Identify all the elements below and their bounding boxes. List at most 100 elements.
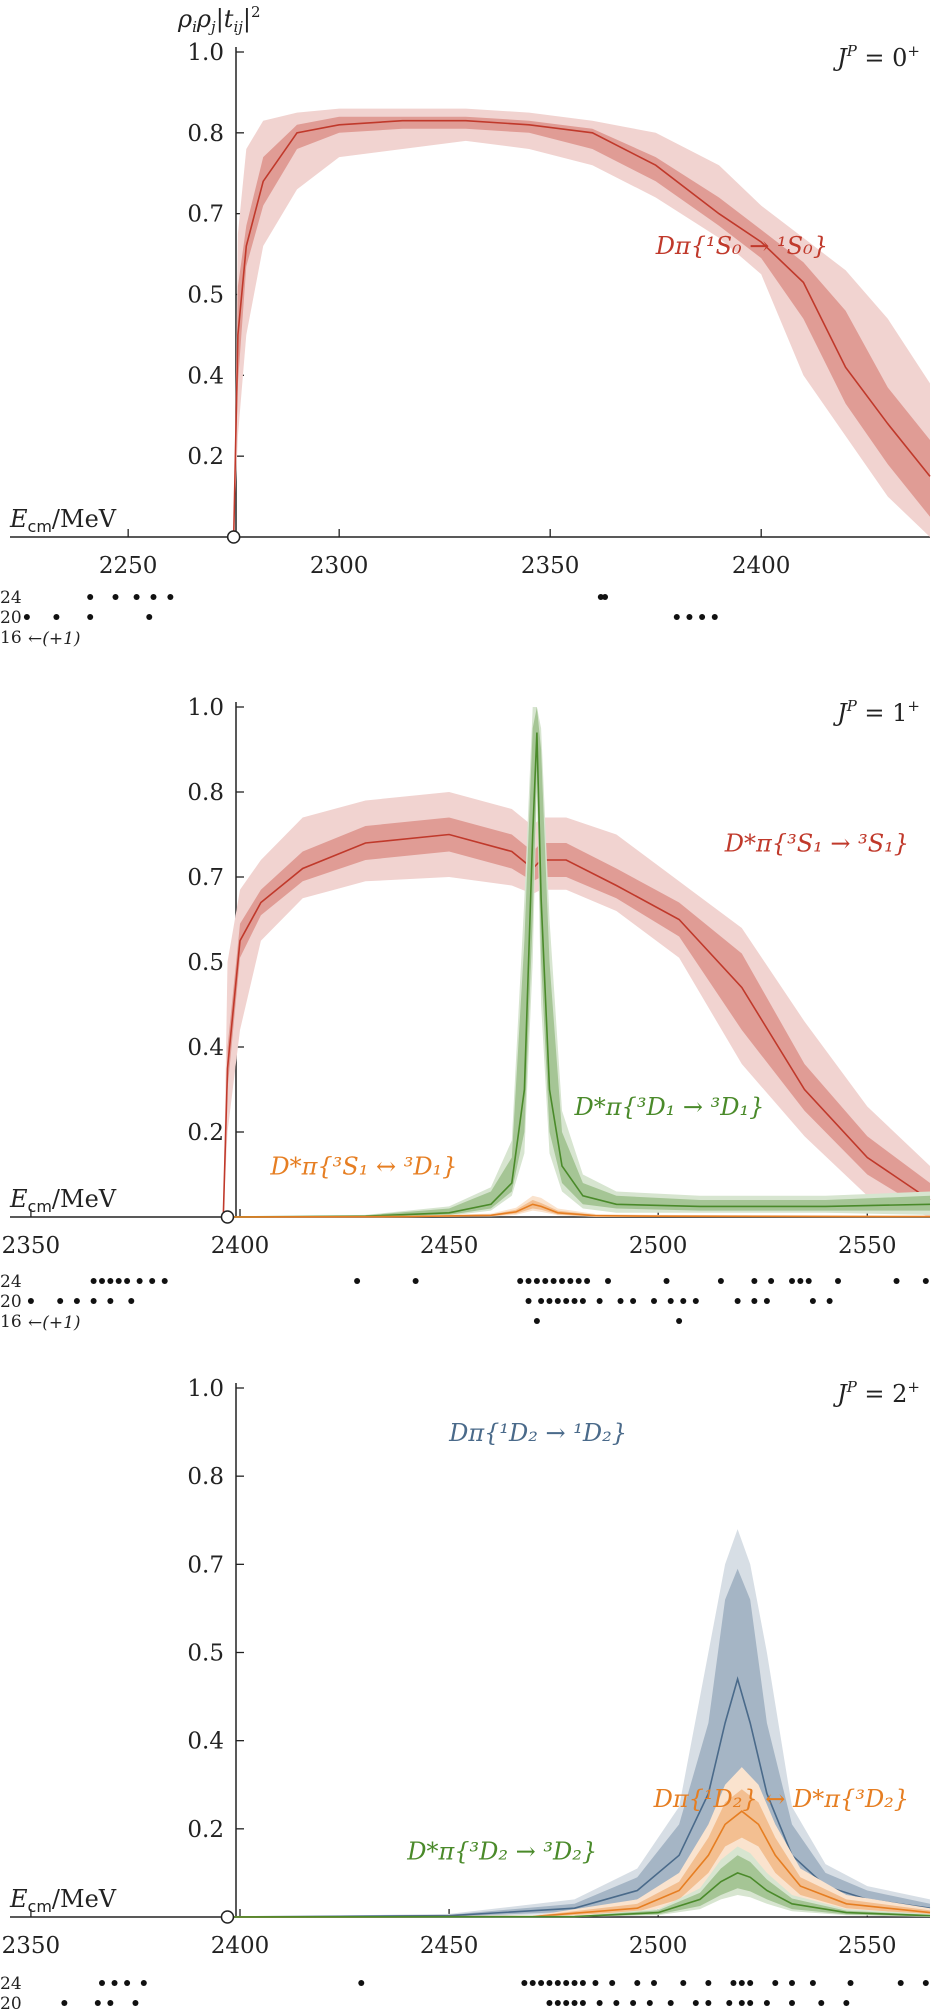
level-dot	[140, 1980, 147, 1986]
level-dot	[893, 1278, 900, 1284]
y-tick-label: 0.8	[187, 121, 224, 147]
x-tick-label: 2450	[420, 1933, 479, 1959]
y-tick-label: 0.7	[187, 865, 224, 891]
threshold-marker	[226, 530, 241, 544]
series-line	[227, 1810, 931, 1918]
level-dot	[550, 1278, 557, 1284]
x-axis-label: Ecm/MeV	[9, 505, 117, 536]
threshold-marker	[220, 1210, 235, 1224]
level-dot	[597, 594, 604, 600]
panel-J1: 0.2 0.4 0.5 0.7 0.8 1.0 2350 2400 2450 2500 2550 Ec…	[0, 695, 931, 1333]
level-dot	[107, 1298, 114, 1304]
level-dot	[533, 1278, 540, 1284]
level-dot	[567, 1278, 574, 1284]
level-dot	[667, 1298, 674, 1304]
y-tick-label: 0.7	[187, 202, 224, 228]
level-dot	[533, 1318, 540, 1324]
x-tick-label: 2500	[629, 1933, 688, 1959]
level-dot	[726, 2000, 733, 2006]
level-dot	[686, 614, 693, 620]
level-dot	[843, 2000, 850, 2006]
level-dot	[763, 2000, 770, 2006]
level-dot	[132, 2000, 139, 2006]
level-dot	[651, 1980, 657, 1986]
x-tick-label: 2550	[838, 1933, 897, 1959]
level-dot	[602, 594, 609, 600]
y-tick-label: 1.0	[187, 1376, 224, 1402]
level-dot	[554, 1980, 561, 1986]
level-dot	[99, 1980, 105, 1986]
level-dot	[738, 1980, 745, 1986]
level-dot	[747, 1980, 754, 1986]
level-dot	[579, 2000, 586, 2006]
level-dot	[87, 594, 94, 600]
level-dot	[94, 2000, 101, 2006]
series-outer-band	[233, 108, 930, 537]
series-label: Dπ{¹S₀ → ¹S₀}	[655, 232, 828, 260]
series-inner-band	[227, 1200, 930, 1217]
level-dot	[922, 1278, 929, 1284]
level-dot	[529, 1980, 536, 1986]
y-tick-label: 0.2	[187, 444, 224, 470]
jp-label: JP = 0+	[832, 42, 920, 72]
level-dot	[738, 2000, 745, 2006]
level-dot	[705, 2000, 712, 2006]
level-dot	[538, 1980, 545, 1986]
level-dot	[613, 2000, 620, 2006]
x-tick-label: 2350	[2, 1933, 61, 1959]
y-tick-label: 0.8	[187, 780, 224, 806]
level-dot	[23, 614, 30, 620]
level-dot	[646, 2000, 653, 2006]
jp-label: JP = 2+	[832, 1378, 920, 1408]
level-dot	[571, 1298, 578, 1304]
level-dot	[789, 1278, 795, 1284]
level-dot	[546, 1298, 553, 1304]
x-tick-label: 2400	[211, 1233, 270, 1259]
level-dot	[705, 1980, 712, 1986]
level-dot	[150, 594, 157, 600]
series-outer-band	[227, 1195, 930, 1217]
level-dot	[571, 2000, 578, 2006]
y-tick-label: 0.2	[187, 1120, 224, 1146]
level-dot	[538, 1298, 545, 1304]
y-tick-label: 1.0	[187, 695, 224, 721]
x-tick-label: 2350	[2, 1233, 61, 1259]
y-tick-label: 0.2	[187, 1817, 224, 1843]
level-dot	[730, 1980, 737, 1986]
level-dot	[596, 1298, 603, 1304]
level-dot	[542, 1278, 549, 1284]
level-dot	[575, 1278, 582, 1284]
y-tick-label: 0.5	[187, 1641, 224, 1667]
level-dot	[358, 1980, 365, 1986]
level-row-label: 16	[0, 628, 22, 648]
level-dot	[630, 1298, 637, 1304]
level-dot	[692, 2000, 699, 2006]
level-dot	[124, 1980, 131, 1986]
level-row-label: 20	[0, 1994, 22, 2014]
y-tick-label: 0.7	[187, 1552, 224, 1578]
level-dot	[90, 1278, 97, 1284]
level-dot	[124, 1278, 131, 1284]
level-dot	[90, 1298, 97, 1304]
x-tick-label: 2300	[310, 553, 369, 579]
level-dot	[692, 1298, 699, 1304]
level-dot	[554, 2000, 561, 2006]
level-dot	[651, 1298, 657, 1304]
y-tick-label: 0.5	[187, 950, 224, 976]
level-dot	[136, 1278, 143, 1284]
level-dot	[763, 1298, 770, 1304]
level-dot	[835, 1278, 841, 1284]
level-dot	[517, 1278, 524, 1284]
level-dot	[563, 1980, 570, 1986]
level-dot	[559, 1278, 565, 1284]
y-tick-label: 0.8	[187, 1464, 224, 1490]
level-dot	[592, 1980, 599, 1986]
level-dot	[412, 1278, 419, 1284]
level-dot	[584, 1278, 591, 1284]
level-dot	[847, 1980, 854, 1986]
level-dot	[107, 2000, 114, 2006]
level-dot	[663, 1278, 670, 1284]
series-line	[227, 732, 931, 1218]
x-tick-label: 2350	[521, 553, 580, 579]
level-dot	[617, 1298, 624, 1304]
